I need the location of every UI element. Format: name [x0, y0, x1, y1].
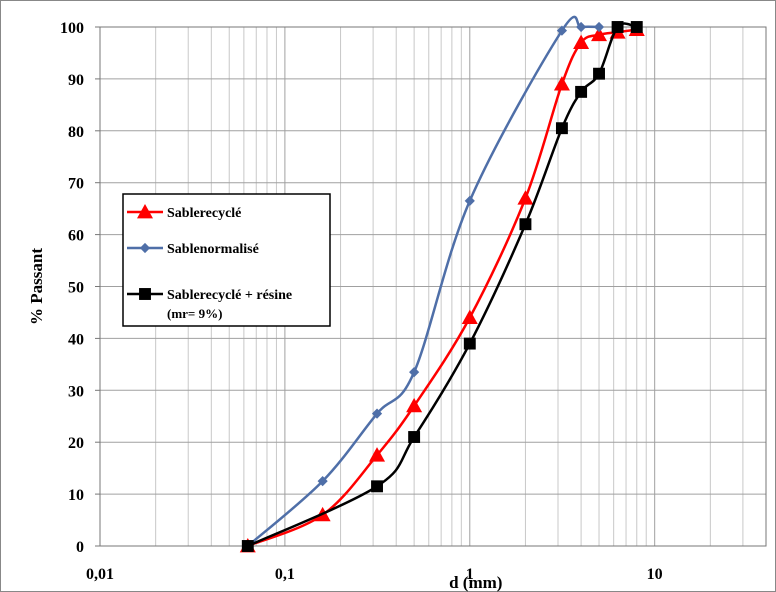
data-point — [408, 431, 421, 443]
legend-label: Sablerecyclé — [167, 206, 241, 221]
data-point — [630, 21, 643, 33]
data-point — [409, 367, 420, 378]
x-tick-label: 0,01 — [86, 566, 114, 583]
data-point — [517, 190, 534, 205]
y-tick-label: 0 — [76, 539, 84, 556]
data-point — [461, 309, 478, 325]
legend-item: Sablerecyclé — [127, 204, 241, 221]
legend-marker — [137, 204, 153, 219]
data-point — [464, 195, 475, 206]
data-point — [463, 337, 476, 350]
data-point — [406, 397, 423, 413]
data-point — [591, 26, 608, 42]
data-point — [556, 25, 568, 36]
x-tick-label: 1 — [466, 566, 474, 583]
legend-box — [122, 193, 331, 327]
y-tick-label: 80 — [68, 124, 84, 141]
data-point — [317, 476, 328, 487]
data-point — [575, 85, 588, 98]
data-point — [553, 76, 570, 91]
y-tick-label: 70 — [68, 176, 84, 193]
x-tick-label: 10 — [647, 566, 663, 583]
x-tick-label: 0,1 — [275, 566, 295, 583]
y-tick-label: 10 — [68, 487, 84, 504]
data-point — [593, 21, 605, 33]
data-point — [593, 67, 605, 80]
legend-sublabel: (mr= 9%) — [167, 306, 222, 321]
data-point — [371, 480, 383, 493]
y-tick-label: 50 — [68, 280, 84, 297]
legend-item: Sablerecyclé + résine (mr= 9%) — [127, 288, 292, 321]
legend-label: Sablerecyclé + résine — [167, 288, 292, 303]
legend-label: Sablenormalisé — [167, 242, 259, 257]
legend-marker — [139, 288, 151, 300]
series-lines — [239, 15, 645, 553]
legend-marker — [139, 242, 151, 254]
legend: Sablerecyclé Sablenormalisé Sablerecyclé +… — [122, 193, 331, 327]
axis-tick-labels: 0 10 20 30 40 50 60 70 80 90 100 0,01 0,1 1 10 — [60, 20, 663, 583]
data-point — [576, 21, 587, 33]
series-2 — [242, 15, 605, 552]
y-axis-title: % Passant — [27, 248, 46, 325]
y-tick-label: 30 — [68, 383, 84, 400]
series-line — [246, 15, 600, 547]
series-3 — [241, 21, 643, 552]
data-point — [519, 218, 532, 231]
data-point — [371, 408, 383, 419]
y-tick-label: 20 — [68, 435, 84, 452]
y-tick-label: 90 — [68, 72, 84, 89]
data-point — [573, 34, 590, 49]
data-point — [555, 122, 568, 135]
data-point — [369, 447, 386, 462]
y-tick-label: 60 — [68, 228, 84, 245]
data-point — [241, 540, 254, 552]
x-axis-title: d (mm) — [449, 573, 502, 592]
y-tick-label: 100 — [60, 20, 84, 37]
y-tick-label: 40 — [68, 331, 84, 348]
data-point — [611, 21, 624, 33]
legend-item: Sablenormalisé — [127, 242, 259, 257]
gridlines — [99, 26, 767, 547]
